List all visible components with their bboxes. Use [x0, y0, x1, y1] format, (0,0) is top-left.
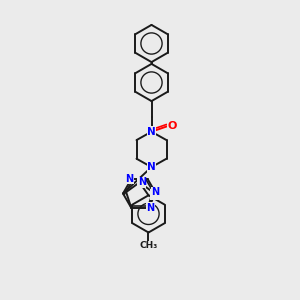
- Text: O: O: [167, 121, 177, 131]
- Text: N: N: [151, 187, 159, 197]
- Text: N: N: [147, 127, 156, 137]
- Text: N: N: [147, 162, 156, 172]
- Text: N: N: [138, 177, 146, 188]
- Text: CH₃: CH₃: [140, 242, 158, 250]
- Text: N: N: [150, 189, 158, 199]
- Text: N: N: [146, 203, 154, 213]
- Text: N: N: [125, 174, 134, 184]
